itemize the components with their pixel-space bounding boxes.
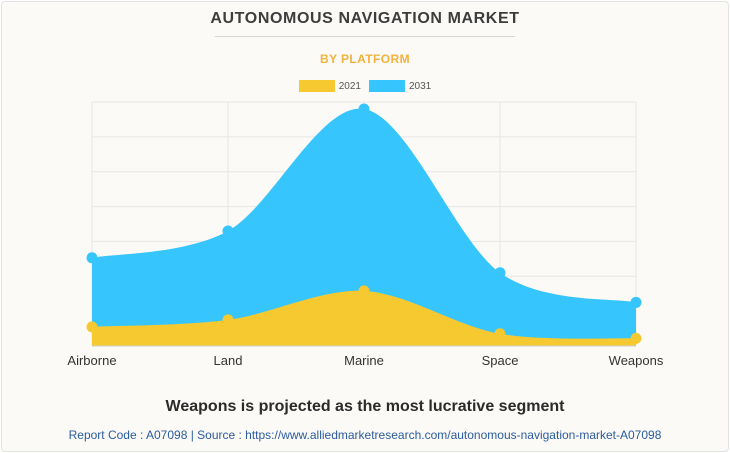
legend-label-2021: 2021 bbox=[338, 80, 361, 92]
x-tick-label-land: Land bbox=[214, 353, 243, 368]
area-series-2031 bbox=[92, 108, 636, 346]
legend-label-2031: 2031 bbox=[409, 80, 432, 92]
point-2031-airborne bbox=[86, 252, 98, 264]
legend-item-2031[interactable]: 2031 bbox=[369, 80, 431, 92]
point-2031-land bbox=[222, 225, 234, 237]
legend-swatch-2031 bbox=[369, 80, 405, 92]
legend-swatch-2021 bbox=[298, 80, 335, 92]
headline-caption: Weapons is projected as the most lucrati… bbox=[165, 398, 565, 415]
point-2021-weapons bbox=[630, 332, 642, 344]
legend-item-2021[interactable]: 2021 bbox=[298, 80, 361, 92]
x-tick-label-space: Space bbox=[482, 353, 519, 368]
legend: 2021 2031 bbox=[0, 80, 730, 92]
point-2021-space bbox=[494, 328, 506, 340]
point-2021-marine bbox=[358, 285, 370, 297]
point-2031-weapons bbox=[630, 296, 642, 308]
x-tick-label-marine: Marine bbox=[344, 353, 384, 368]
x-tick-label-weapons: Weapons bbox=[609, 353, 664, 368]
point-2021-land bbox=[222, 314, 234, 326]
point-2031-space bbox=[494, 267, 506, 279]
source-footer: Report Code : A07098 | Source : https://… bbox=[68, 428, 662, 442]
chart-title: AUTONOMOUS NAVIGATION MARKET bbox=[210, 10, 520, 27]
area-series-2021 bbox=[92, 290, 636, 346]
chart-subtitle: BY PLATFORM bbox=[320, 52, 410, 66]
point-2031-marine bbox=[358, 103, 370, 115]
point-2021-airborne bbox=[86, 321, 98, 333]
title-divider bbox=[215, 36, 515, 37]
x-tick-label-airborne: Airborne bbox=[67, 353, 116, 368]
